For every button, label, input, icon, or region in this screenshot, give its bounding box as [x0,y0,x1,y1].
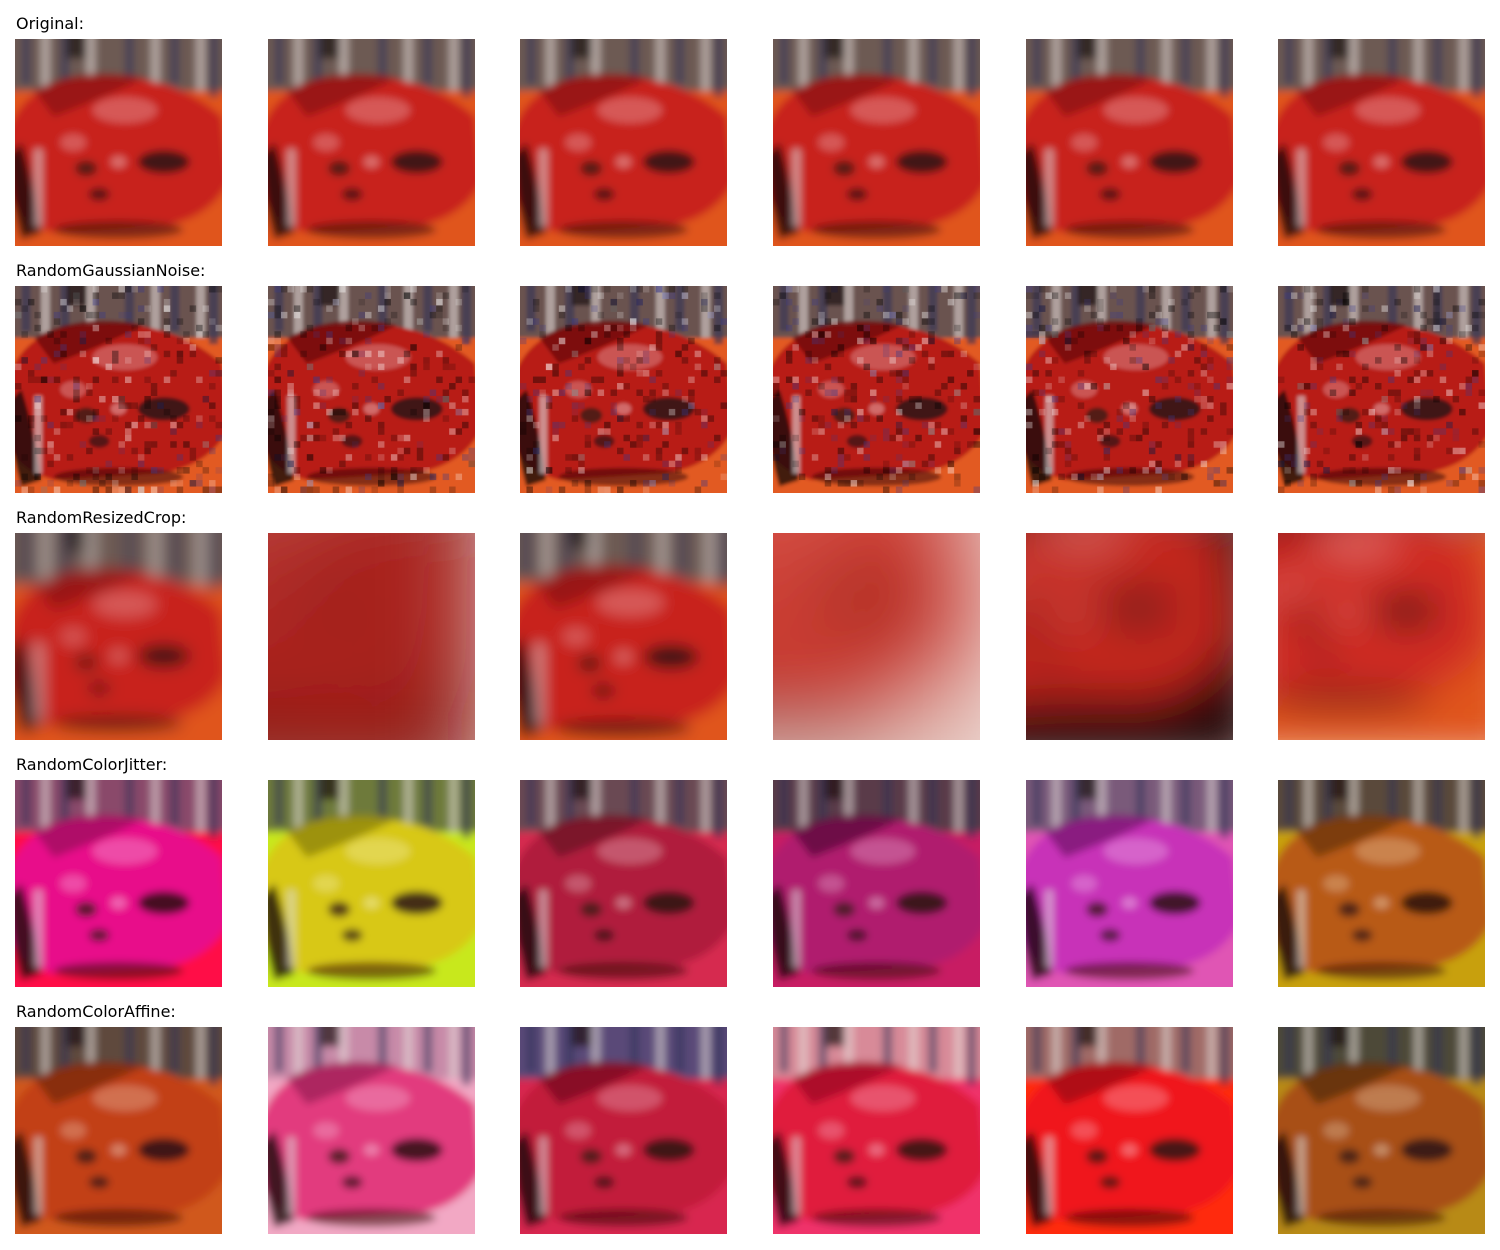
image-tile [1026,533,1233,740]
image-tile [1026,1027,1233,1234]
car-image [1026,780,1233,987]
car-image [1278,780,1485,987]
image-tile [268,533,475,740]
car-image [268,1027,475,1234]
row-label: RandomResizedCrop: [16,509,186,527]
image-tile [1026,780,1233,987]
image-tile [1026,39,1233,246]
car-image [1026,286,1233,493]
car-image [15,286,222,493]
car-image [15,780,222,987]
car-image [773,286,980,493]
image-tile [520,1027,727,1234]
image-tile [773,533,980,740]
image-tile [1026,286,1233,493]
car-image [520,1027,727,1234]
image-tile [1278,39,1485,246]
image-tile [268,1027,475,1234]
car-image [15,39,222,246]
row-label: RandomGaussianNoise: [16,262,205,280]
car-image [1026,1027,1233,1234]
car-image [773,1027,980,1234]
image-tile [15,1027,222,1234]
car-image [520,39,727,246]
image-tile [520,39,727,246]
car-image [520,533,727,740]
car-image [1026,39,1233,246]
car-image [268,780,475,987]
image-tile [773,1027,980,1234]
image-tile [773,286,980,493]
car-image [268,286,475,493]
image-tile [520,533,727,740]
car-image [520,286,727,493]
car-image [15,533,222,740]
image-tile [15,39,222,246]
image-tile [15,533,222,740]
row-label: RandomColorJitter: [16,756,167,774]
image-tile [15,286,222,493]
car-image [773,780,980,987]
image-tile [268,286,475,493]
image-tile [520,780,727,987]
image-tile [773,780,980,987]
car-image [773,533,980,740]
image-tile [520,286,727,493]
car-image [268,39,475,246]
car-image [1278,39,1485,246]
car-image [1026,533,1233,740]
car-image [1278,286,1485,493]
row-label: RandomColorAffine: [16,1003,176,1021]
image-tile [1278,1027,1485,1234]
image-tile [1278,780,1485,987]
car-image [1278,1027,1485,1234]
car-image [773,39,980,246]
car-image [520,780,727,987]
image-tile [1278,286,1485,493]
image-tile [268,780,475,987]
car-image [1278,533,1485,740]
image-tile [1278,533,1485,740]
image-tile [268,39,475,246]
row-label: Original: [16,15,84,33]
image-tile [15,780,222,987]
car-image [268,533,475,740]
car-image [15,1027,222,1234]
image-tile [773,39,980,246]
